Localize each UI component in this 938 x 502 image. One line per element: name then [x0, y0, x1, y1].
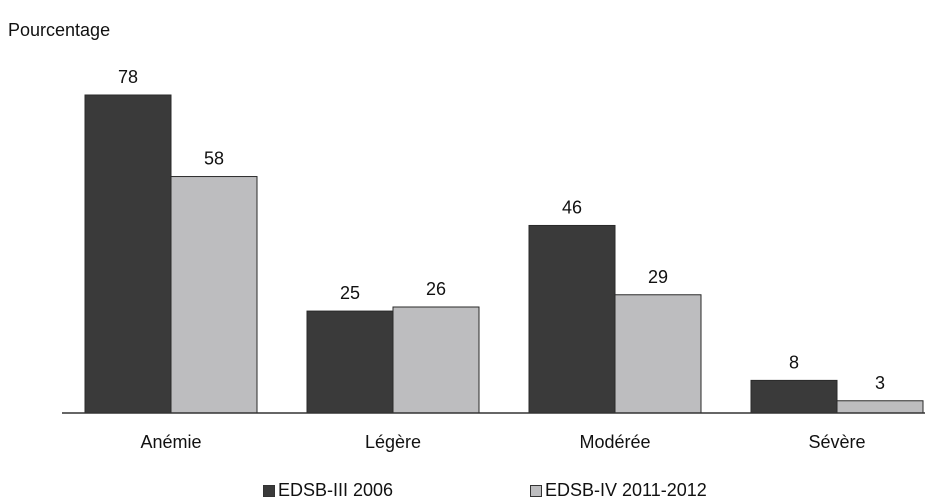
- bar-moderee-series-2: [614, 294, 702, 414]
- bar-anemie-series-1: [84, 94, 172, 414]
- data-label: 25: [340, 283, 360, 303]
- y-axis-label: Pourcentage: [8, 20, 110, 40]
- bar-legere-series-1: [306, 310, 394, 414]
- bar-moderee-series-1: [528, 224, 616, 414]
- x-tick-label: Légère: [365, 432, 421, 452]
- x-tick-label: Anémie: [140, 432, 201, 452]
- bar-anemie-series-2: [170, 176, 258, 414]
- bar-severe-series-2: [836, 400, 924, 414]
- data-label: 78: [118, 67, 138, 87]
- x-tick-labels: Anémie Légère Modérée Sévère: [140, 432, 865, 452]
- data-label: 29: [648, 267, 668, 287]
- legend: EDSB-III 2006 EDSB-IV 2011-2012: [0, 480, 938, 502]
- data-label: 3: [875, 373, 885, 393]
- legend-swatch: [263, 484, 275, 497]
- chart-canvas: Pourcentage 78 25 46 8 58 26 29 3 Anémie Légère M…: [8, 20, 925, 452]
- data-label: 26: [426, 279, 446, 299]
- x-tick-label: Modérée: [579, 432, 650, 452]
- legend-swatch: [530, 484, 542, 497]
- legend-item-edsb-iii-2006: EDSB-III 2006: [263, 480, 393, 501]
- legend-label: EDSB-III 2006: [278, 480, 394, 500]
- data-label: 46: [562, 197, 582, 217]
- bar-severe-series-1: [750, 379, 838, 414]
- legend-label: EDSB-IV 2011-2012: [545, 480, 707, 500]
- x-tick-label: Sévère: [808, 432, 865, 452]
- bar-legere-series-2: [392, 306, 480, 414]
- legend-item-edsb-iv-2011-2012: EDSB-IV 2011-2012: [530, 480, 707, 501]
- bars-layer: [84, 94, 924, 414]
- data-label: 58: [204, 149, 224, 169]
- data-label: 8: [789, 352, 799, 372]
- data-labels-layer: 78 25 46 8 58 26 29 3: [118, 67, 885, 393]
